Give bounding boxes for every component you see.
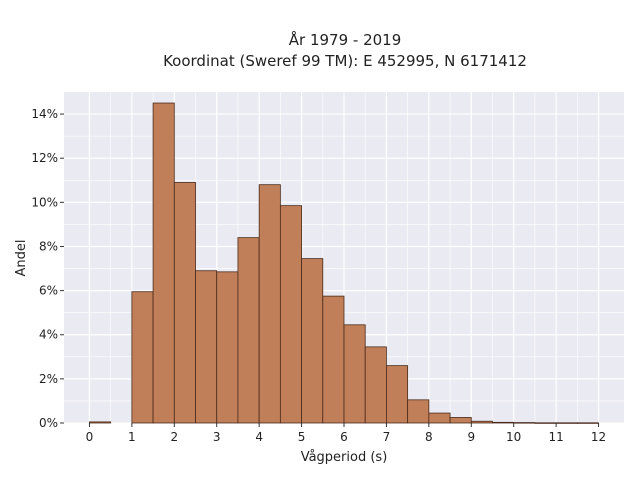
y-axis-ticks: 0% 2% 4% 6% 8% 10% 12% 14% [31,107,64,430]
histogram-bar [195,270,218,424]
x-tick-label: 7 [383,430,391,444]
y-tick-label: 4% [39,328,58,342]
histogram-bar [216,271,239,424]
y-tick-label: 6% [39,284,58,298]
histogram-bar [152,102,175,424]
histogram-bar [258,184,281,424]
histogram-bar [364,346,387,424]
y-tick-label: 12% [31,151,58,165]
histogram-bar [279,205,302,424]
chart-subtitle: Koordinat (Sweref 99 TM): E 452995, N 61… [163,52,527,70]
histogram-bar [470,420,493,424]
x-tick-label: 11 [548,430,563,444]
histogram-bar [131,291,154,424]
y-tick-label: 14% [31,107,58,121]
histogram-bar [89,421,112,424]
y-tick-label: 8% [39,239,58,253]
x-tick-label: 8 [425,430,433,444]
x-tick-label: 10 [506,430,521,444]
histogram-bar [449,417,472,424]
histogram-bar [555,422,578,424]
x-tick-label: 0 [86,430,94,444]
histogram-bar [343,324,366,424]
histogram-bar [301,258,324,424]
histogram-bar [492,421,515,424]
x-tick-label: 3 [213,430,221,444]
y-tick-label: 2% [39,372,58,386]
x-tick-label: 4 [255,430,263,444]
chart-title: År 1979 - 2019 [289,30,402,49]
histogram-bar [407,399,430,424]
histogram-bar [513,422,536,424]
histogram-bar [428,412,451,424]
histogram-bar [534,422,557,424]
histogram-bar [576,422,599,424]
y-tick-label: 0% [39,416,58,430]
x-tick-label: 12 [591,430,606,444]
x-tick-label: 2 [170,430,178,444]
y-axis-label: Andel [14,240,29,277]
x-tick-label: 6 [340,430,348,444]
x-axis-ticks: 0 1 2 3 4 5 6 7 8 9 10 11 12 [86,423,606,444]
histogram-bar [322,295,345,424]
bars [89,102,599,424]
x-tick-label: 9 [467,430,475,444]
histogram-bar [173,182,196,424]
x-tick-label: 1 [128,430,136,444]
histogram-bar [386,365,409,424]
x-axis-label: Vågperiod (s) [301,450,388,465]
x-tick-label: 5 [298,430,306,444]
y-tick-label: 10% [31,195,58,209]
histogram-bar [237,237,260,424]
